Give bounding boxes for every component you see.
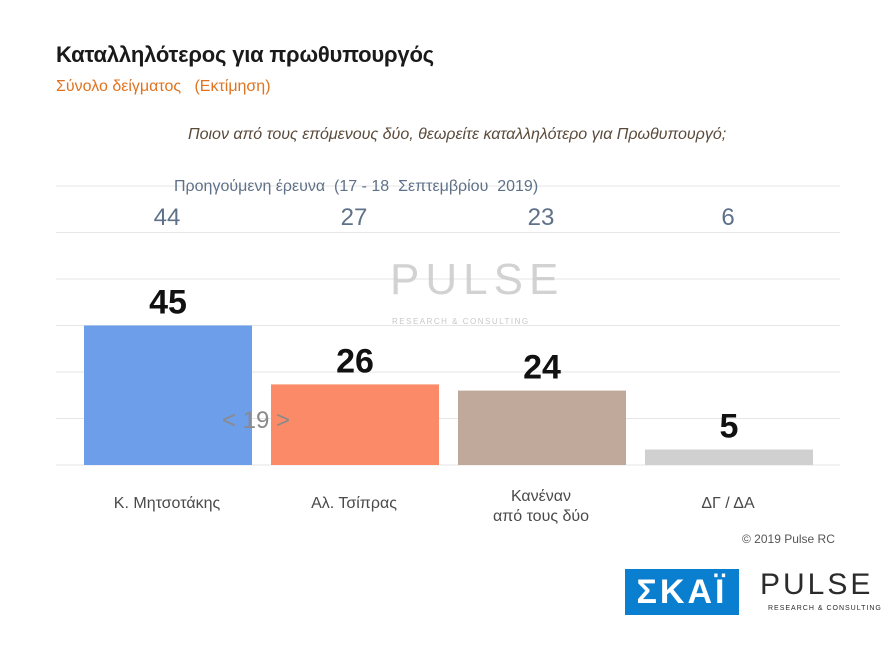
previous-value-label: 6 [721, 204, 735, 231]
skai-logo: ΣΚΑΪ [625, 569, 739, 615]
bar-value-label: 5 [720, 408, 739, 446]
watermark-subtext: RESEARCH & CONSULTING [392, 317, 530, 326]
bar-value-label: 45 [149, 284, 187, 322]
bars [84, 325, 813, 465]
bar [458, 390, 626, 465]
copyright: © 2019 Pulse RC [742, 532, 835, 546]
previous-survey-label: Προηγούμενη έρευνα (17 - 18 Σεπτεμβρίου … [174, 178, 539, 195]
chart-subtitle: Σύνολο δείγματος (Εκτίμηση) [56, 78, 271, 95]
chart-title: Καταλληλότερος για πρωθυπουργός [56, 42, 434, 67]
category-label: Κανέναν από τους δύο [492, 488, 590, 525]
bar-value-label: 26 [336, 342, 374, 380]
bar [645, 449, 813, 465]
previous-value-label: 44 [153, 204, 181, 231]
pulse-logo-subtext: RESEARCH & CONSULTING [768, 605, 882, 612]
bar-value-label: 24 [523, 349, 561, 387]
pulse-logo: PULSE [760, 568, 874, 601]
category-label: Κ. Μητσοτάκης [113, 495, 221, 512]
category-label: ΔΓ / ΔΑ [701, 495, 755, 512]
value-labels: 45 26 24 5 [149, 284, 738, 446]
category-label: Αλ. Τσίπρας [311, 495, 397, 512]
gap-label: < 19 > [222, 407, 291, 434]
bar [271, 384, 439, 465]
previous-value-label: 27 [340, 204, 368, 231]
survey-question: Ποιον από τους επόμενους δύο, θεωρείτε κ… [188, 126, 727, 143]
watermark-logo: PULSE [390, 255, 565, 304]
previous-value-label: 23 [527, 204, 555, 231]
bar [84, 325, 252, 465]
